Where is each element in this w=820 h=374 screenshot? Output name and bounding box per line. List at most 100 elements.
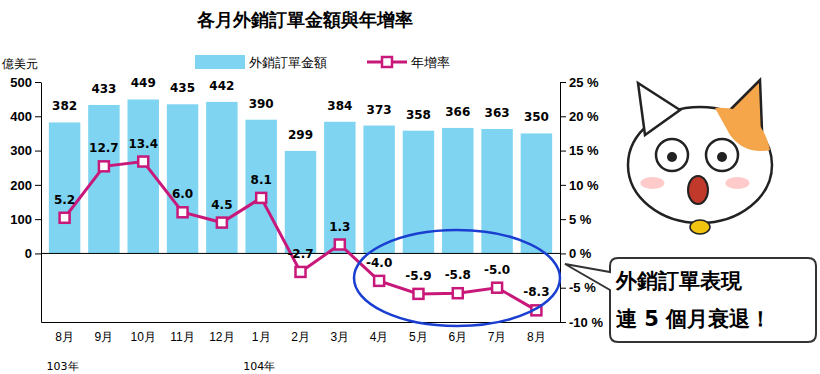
- legend-marker: [382, 57, 392, 67]
- data-labels: 3824334494354423902993843733583663633505…: [52, 76, 549, 299]
- bar: [285, 151, 316, 254]
- x-tick-label: 8月: [55, 330, 74, 344]
- bar: [363, 126, 394, 254]
- x-tick-label: 11月: [170, 330, 194, 344]
- x-tick: 2月: [291, 322, 310, 344]
- marker: [256, 193, 266, 203]
- cat-pupil: [717, 152, 727, 162]
- bar-label: 390: [249, 97, 274, 111]
- x-tick-label: 2月: [291, 330, 310, 344]
- chart: 各月外銷訂單金額與年增率億美元010020030040050025 %20 %1…: [0, 0, 820, 374]
- marker: [217, 218, 227, 228]
- line-label: -8.3: [523, 285, 549, 299]
- marker: [374, 276, 384, 286]
- y2-tick: 0 %: [560, 246, 592, 261]
- y2-tick: 10 %: [560, 178, 599, 193]
- marker: [178, 207, 188, 217]
- y2-tick-label: 5 %: [569, 212, 592, 227]
- marker: [60, 213, 70, 223]
- y-tick-label: 0: [25, 246, 32, 261]
- bar: [245, 120, 276, 254]
- y2-tick: -5 %: [560, 280, 596, 295]
- y2-tick-label: 10 %: [569, 178, 599, 193]
- bar-label: 449: [131, 76, 156, 90]
- line-label: 12.7: [89, 141, 119, 155]
- marker: [335, 240, 345, 250]
- y2-tick-mark: [560, 151, 566, 152]
- marker: [296, 267, 306, 277]
- y2-tick-mark: [560, 219, 566, 220]
- bar: [49, 122, 80, 253]
- x-tick: 11月: [170, 322, 194, 344]
- y-tick-mark: [35, 116, 41, 117]
- cat-eye: [656, 139, 688, 171]
- marker: [413, 289, 423, 299]
- y2-tick-label: 15 %: [569, 143, 599, 158]
- line-label: 13.4: [128, 137, 158, 151]
- line-label: 1.3: [329, 220, 350, 234]
- bar: [167, 104, 198, 253]
- x-tick-label: 7月: [488, 330, 507, 344]
- y-tick-mark: [35, 219, 41, 220]
- y-tick: 200: [10, 178, 41, 193]
- x-tick-label: 6月: [448, 330, 467, 344]
- y2-tick-mark: [560, 253, 566, 254]
- x-tick: 4月: [370, 322, 389, 344]
- cat-mouth: [688, 176, 708, 204]
- cat-ear: [638, 83, 680, 135]
- bar: [521, 133, 552, 253]
- line-label: 4.5: [211, 198, 232, 212]
- x-tick-label: 10月: [131, 330, 156, 344]
- line-label: -4.0: [366, 256, 392, 270]
- y2-tick-label: 20 %: [569, 109, 599, 124]
- highlight-ellipse: [354, 230, 560, 326]
- callout-box: [565, 258, 816, 342]
- y2-tick: 20 %: [560, 109, 599, 124]
- x-tick-label: 8月: [527, 330, 546, 344]
- cat-eye: [706, 139, 738, 171]
- line-label: -5.9: [405, 269, 431, 283]
- line-label: -2.7: [287, 247, 313, 261]
- cat-bell: [690, 220, 710, 234]
- bar-label: 373: [367, 103, 392, 117]
- bar-label: 382: [52, 99, 77, 113]
- x-group-label: 103年: [47, 360, 79, 373]
- cat-blush: [725, 177, 749, 189]
- y-tick: 300: [10, 143, 41, 158]
- title: 各月外銷訂單金額與年增率: [196, 9, 413, 30]
- bar: [324, 122, 355, 254]
- marker: [138, 157, 148, 167]
- y2-tick-label: -10 %: [569, 315, 603, 330]
- callout-text: 外銷訂單表現: [615, 269, 743, 293]
- y-tick-label: 200: [10, 178, 32, 193]
- y2-tick-mark: [560, 185, 566, 186]
- y2-tick-mark: [560, 82, 566, 83]
- line-label: 8.1: [251, 173, 272, 187]
- legend-swatch: [195, 55, 245, 69]
- x-tick: 10月: [131, 322, 156, 344]
- y-axis-title: 億美元: [2, 57, 38, 71]
- bar-label: 435: [170, 81, 195, 95]
- x-tick-label: 3月: [330, 330, 349, 344]
- line-label: 6.0: [172, 187, 193, 201]
- bar-label: 358: [406, 108, 431, 122]
- y2-axis: 25 % 20 % 15 % 10 % 5 % 0 % -5 % -10 %: [560, 75, 603, 330]
- bar: [206, 102, 237, 254]
- cat-pupil: [667, 152, 677, 162]
- y2-tick: 5 %: [560, 212, 592, 227]
- x-tick: 12月: [209, 322, 234, 344]
- y-tick-label: 400: [10, 109, 32, 124]
- bar-label: 363: [485, 106, 510, 120]
- x-tick: 1月: [252, 322, 271, 344]
- y-axis-line: [41, 83, 42, 323]
- marker: [453, 288, 463, 298]
- cat-blush: [640, 177, 664, 189]
- y-axis: 0100200300400500: [10, 75, 41, 323]
- y2-tick-mark: [560, 288, 566, 289]
- y-tick-label: 500: [10, 75, 32, 90]
- plot-marks: [41, 99, 560, 315]
- bar: [442, 128, 473, 253]
- bar-label: 384: [327, 99, 352, 113]
- legend-label: 外銷訂單金額: [249, 55, 327, 70]
- y2-tick: 25 %: [560, 75, 599, 90]
